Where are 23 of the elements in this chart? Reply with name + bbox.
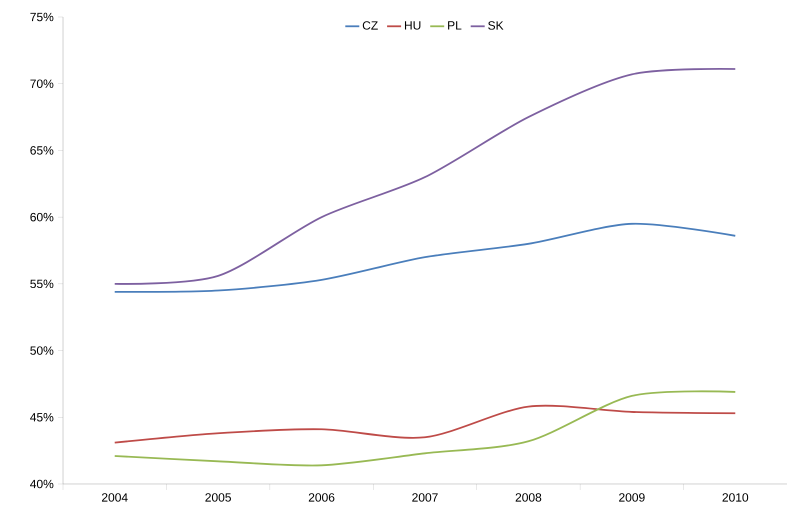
x-tick-label: 2007 bbox=[412, 493, 438, 502]
legend-label: SK bbox=[488, 21, 504, 30]
legend-label: PL bbox=[448, 21, 462, 30]
line-series bbox=[114, 222, 736, 293]
y-tick-label: 75% bbox=[30, 12, 54, 22]
x-tick-label: 2009 bbox=[619, 493, 645, 502]
y-tick-label: 40% bbox=[30, 480, 54, 488]
y-tick-label: 60% bbox=[30, 212, 54, 222]
line-series bbox=[114, 404, 736, 444]
line-series bbox=[114, 390, 736, 466]
x-tick-label: 2010 bbox=[722, 493, 748, 502]
legend-label: HU bbox=[404, 21, 420, 30]
y-tick-label: 45% bbox=[30, 413, 54, 422]
x-tick-label: 2004 bbox=[102, 493, 128, 502]
y-tick-label: 65% bbox=[30, 146, 54, 155]
x-tick-label: 2006 bbox=[308, 493, 334, 502]
line-series bbox=[114, 68, 736, 285]
y-tick-label: 50% bbox=[30, 346, 54, 355]
legend-label: CZ bbox=[362, 21, 378, 30]
y-tick-label: 55% bbox=[30, 280, 54, 288]
y-tick-label: 70% bbox=[30, 79, 54, 88]
x-tick-label: 2005 bbox=[205, 493, 231, 502]
x-tick-label: 2008 bbox=[516, 493, 542, 502]
